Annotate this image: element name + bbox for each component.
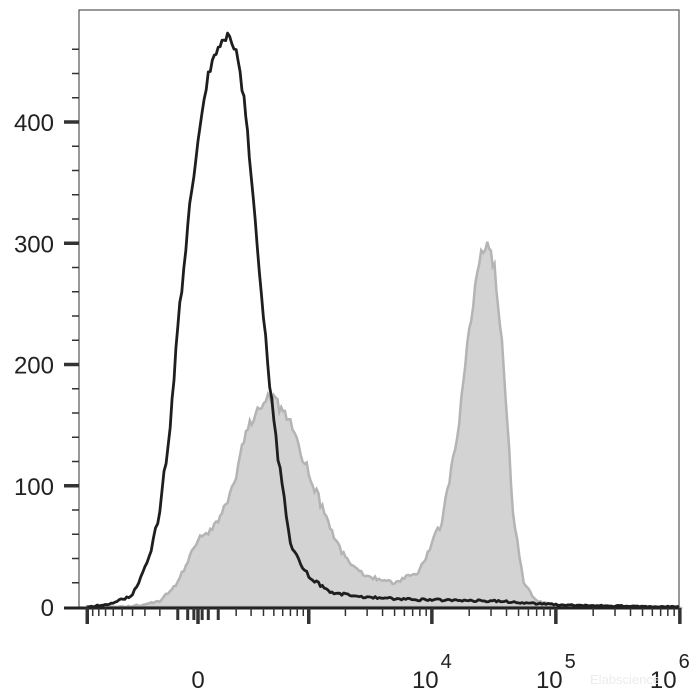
x-tick-base: 10 [650, 667, 677, 694]
y-axis: 0 100 200 300 400 [14, 48, 79, 622]
x-tick-exponent: 6 [679, 651, 690, 673]
plot-frame [78, 9, 680, 609]
watermark: Elabscience [590, 672, 660, 687]
y-tick-label: 100 [14, 474, 54, 501]
series-1-line [87, 31, 680, 609]
series-layer [85, 31, 684, 609]
series-0-area [85, 241, 684, 609]
x-tick-label: 105 [536, 651, 576, 694]
x-tick-label: 106 [650, 651, 690, 694]
y-tick-label: 300 [14, 231, 54, 258]
x-tick-base: 10 [536, 667, 563, 694]
y-tick-label: 400 [14, 110, 54, 137]
x-tick-label: 0 [191, 667, 204, 694]
x-tick-base: 10 [412, 667, 439, 694]
x-tick-exponent: 4 [441, 651, 452, 673]
x-tick-exponent: 5 [565, 651, 576, 673]
y-tick-label: 0 [41, 595, 54, 622]
x-tick-base: 0 [191, 667, 204, 694]
y-tick-label: 200 [14, 353, 54, 380]
x-tick-label: 104 [412, 651, 452, 694]
